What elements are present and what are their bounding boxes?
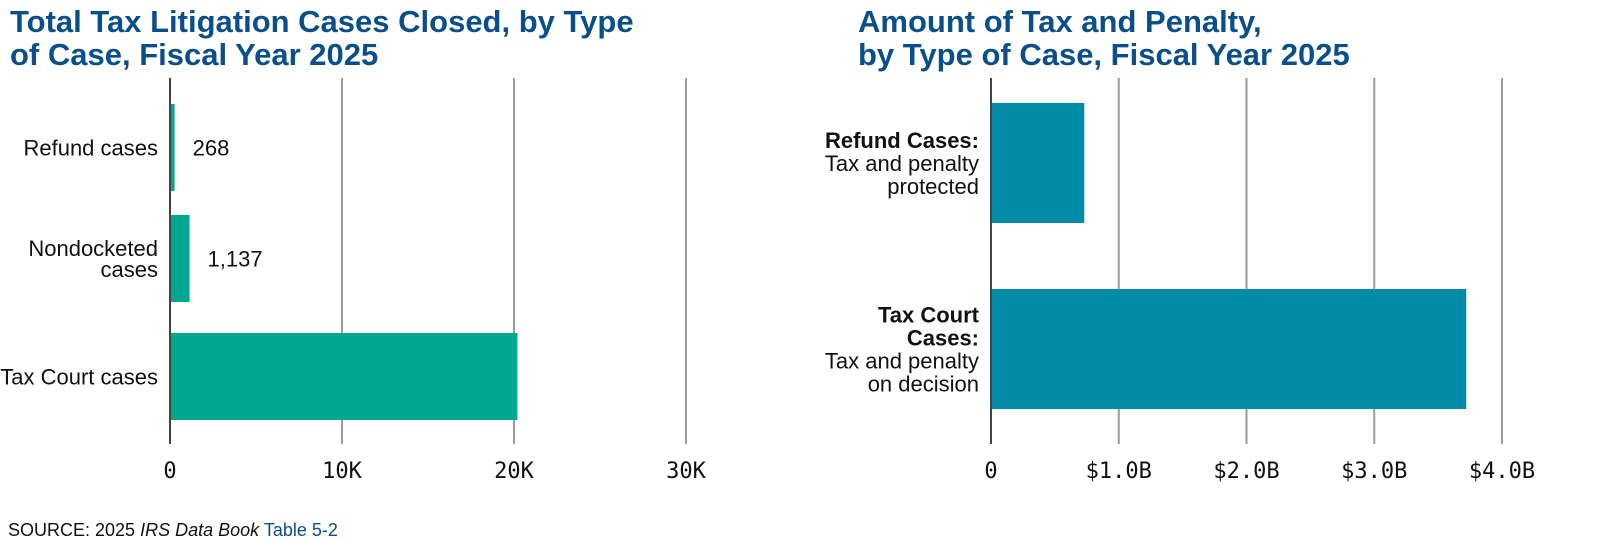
category-heading: Cases: [907,326,979,351]
x-tick-label: 0 [984,459,997,484]
chart-title-line: Amount of Tax and Penalty, [858,4,1262,39]
source-note: SOURCE: 2025 IRS Data Book Table 5-2 [8,520,338,541]
source-table-link[interactable]: Table 5-2 [263,520,338,540]
bar [170,333,518,420]
data-label: 1,137 [208,247,263,272]
bar [991,289,1467,409]
data-label: 268 [193,136,230,161]
x-tick-label: $3.0B [1341,459,1407,484]
category-label: on decision [868,372,979,397]
chart-title-tax-penalty: Amount of Tax and Penalty, by Type of Ca… [858,5,1598,71]
category-label: Tax and penalty [825,151,979,176]
chart-title-line: Total Tax Litigation Cases Closed, by Ty… [10,4,634,39]
cases-closed-bar-chart: 0 10K 20K 30K Refund cases 268 Nondocketedcase… [0,78,707,484]
category-label: Tax Court cases [0,365,158,390]
source-prefix: SOURCE: 2025 [8,520,141,540]
x-tick-label: 30K [666,459,706,484]
x-tick-label: $2.0B [1213,459,1279,484]
bar [170,104,175,191]
chart-title-cases-closed: Total Tax Litigation Cases Closed, by Ty… [10,5,770,71]
bar [991,103,1085,223]
category-heading: Tax Court [878,303,980,328]
chart-title-line: of Case, Fiscal Year 2025 [10,37,379,72]
x-tick-label: 0 [163,459,176,484]
category-label: cases [101,257,158,282]
x-tick-label: 20K [494,459,534,484]
x-tick-label: $1.0B [1086,459,1152,484]
category-heading: Refund Cases: [825,128,979,153]
x-tick-label: $4.0B [1469,459,1535,484]
category-label: Tax and penalty [825,349,979,374]
source-publication: IRS Data Book [140,520,260,540]
chart-title-line: by Type of Case, Fiscal Year 2025 [858,37,1350,72]
category-label: Nondocketed [28,236,158,261]
x-tick-label: 10K [322,459,362,484]
category-label: protected [887,174,979,199]
bar [170,215,190,302]
category-label: Refund cases [23,136,158,161]
